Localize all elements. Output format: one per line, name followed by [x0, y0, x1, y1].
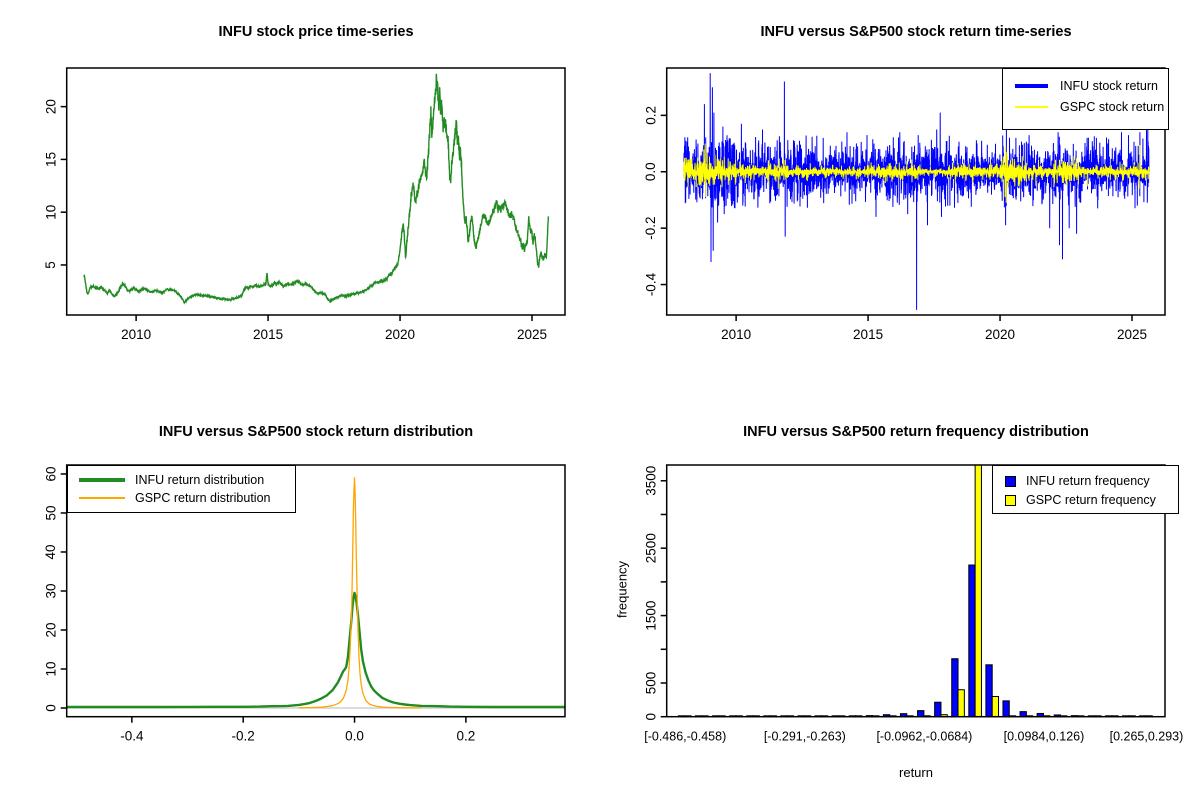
svg-text:0.2: 0.2 [457, 729, 476, 744]
legend-density: INFU return distribution GSPC return dis… [67, 465, 296, 513]
panel-title-price: INFU stock price time-series [218, 24, 414, 40]
legend-line-gspc-density-icon [79, 497, 125, 499]
legend-row: INFU return frequency [1005, 474, 1178, 488]
svg-text:-0.2: -0.2 [232, 729, 255, 744]
svg-text:500: 500 [643, 672, 658, 695]
legend-square-infu-frequency-icon [1005, 475, 1016, 487]
legend-line-infu-return-icon [1015, 84, 1048, 88]
panel-title-returns: INFU versus S&P500 stock return time-ser… [760, 24, 1072, 40]
svg-text:5: 5 [43, 261, 58, 269]
legend-label: GSPC return distribution [135, 491, 271, 505]
svg-text:2010: 2010 [121, 327, 151, 342]
svg-text:1500: 1500 [643, 601, 658, 631]
svg-text:60: 60 [43, 466, 58, 481]
svg-text:[0.0984,0.126): [0.0984,0.126) [1004, 730, 1085, 744]
legend-label: INFU return frequency [1026, 474, 1150, 488]
svg-text:2015: 2015 [853, 327, 883, 342]
legend-row: GSPC return distribution [79, 491, 295, 505]
svg-text:2010: 2010 [721, 327, 751, 342]
svg-text:20: 20 [43, 622, 58, 637]
legend-row: GSPC stock return [1015, 100, 1168, 114]
svg-text:0: 0 [643, 713, 658, 721]
svg-text:2020: 2020 [985, 327, 1015, 342]
svg-text:50: 50 [43, 505, 58, 520]
legend-label: GSPC stock return [1060, 100, 1165, 114]
legend-line-infu-density-icon [79, 478, 125, 482]
legend-row: INFU stock return [1015, 79, 1168, 93]
svg-text:30: 30 [43, 583, 58, 598]
panel-title-frequency: INFU versus S&P500 return frequency dist… [743, 424, 1089, 440]
svg-text:40: 40 [43, 544, 58, 559]
legend-label: GSPC return frequency [1026, 493, 1156, 507]
svg-text:10: 10 [43, 205, 58, 220]
svg-text:[-0.291,-0.263): [-0.291,-0.263) [764, 730, 846, 744]
svg-text:0.2: 0.2 [643, 106, 658, 125]
legend-row: GSPC return frequency [1005, 493, 1178, 507]
svg-text:[0.265,0.293): [0.265,0.293) [1110, 730, 1184, 744]
svg-text:[-0.0962,-0.0684): [-0.0962,-0.0684) [876, 730, 972, 744]
svg-text:-0.4: -0.4 [643, 272, 658, 296]
legend-returns: INFU stock return GSPC stock return [1002, 68, 1169, 130]
x-axis-label-return: return [899, 765, 933, 780]
svg-text:15: 15 [43, 152, 58, 167]
svg-text:2015: 2015 [253, 327, 283, 342]
panel-title-density: INFU versus S&P500 stock return distribu… [158, 424, 474, 440]
svg-text:-0.2: -0.2 [643, 217, 658, 240]
svg-text:3500: 3500 [643, 466, 658, 496]
svg-text:[-0.486,-0.458): [-0.486,-0.458) [644, 730, 726, 744]
svg-text:2025: 2025 [1117, 327, 1147, 342]
svg-text:2025: 2025 [517, 327, 547, 342]
y-axis-label-frequency: frequency [614, 560, 630, 619]
legend-row: INFU return distribution [79, 473, 295, 487]
svg-text:2020: 2020 [385, 327, 415, 342]
legend-label: INFU return distribution [135, 473, 265, 487]
legend-line-gspc-return-icon [1015, 106, 1048, 108]
svg-text:-0.4: -0.4 [120, 729, 144, 744]
svg-text:0.0: 0.0 [345, 729, 364, 744]
svg-text:20: 20 [43, 99, 58, 114]
svg-text:2500: 2500 [643, 533, 658, 563]
svg-text:0: 0 [43, 704, 58, 712]
svg-text:0.0: 0.0 [643, 162, 658, 181]
legend-label: INFU stock return [1060, 79, 1158, 93]
legend-frequency: INFU return frequency GSPC return freque… [992, 465, 1179, 514]
svg-text:10: 10 [43, 661, 58, 676]
legend-square-gspc-frequency-icon [1005, 494, 1016, 506]
